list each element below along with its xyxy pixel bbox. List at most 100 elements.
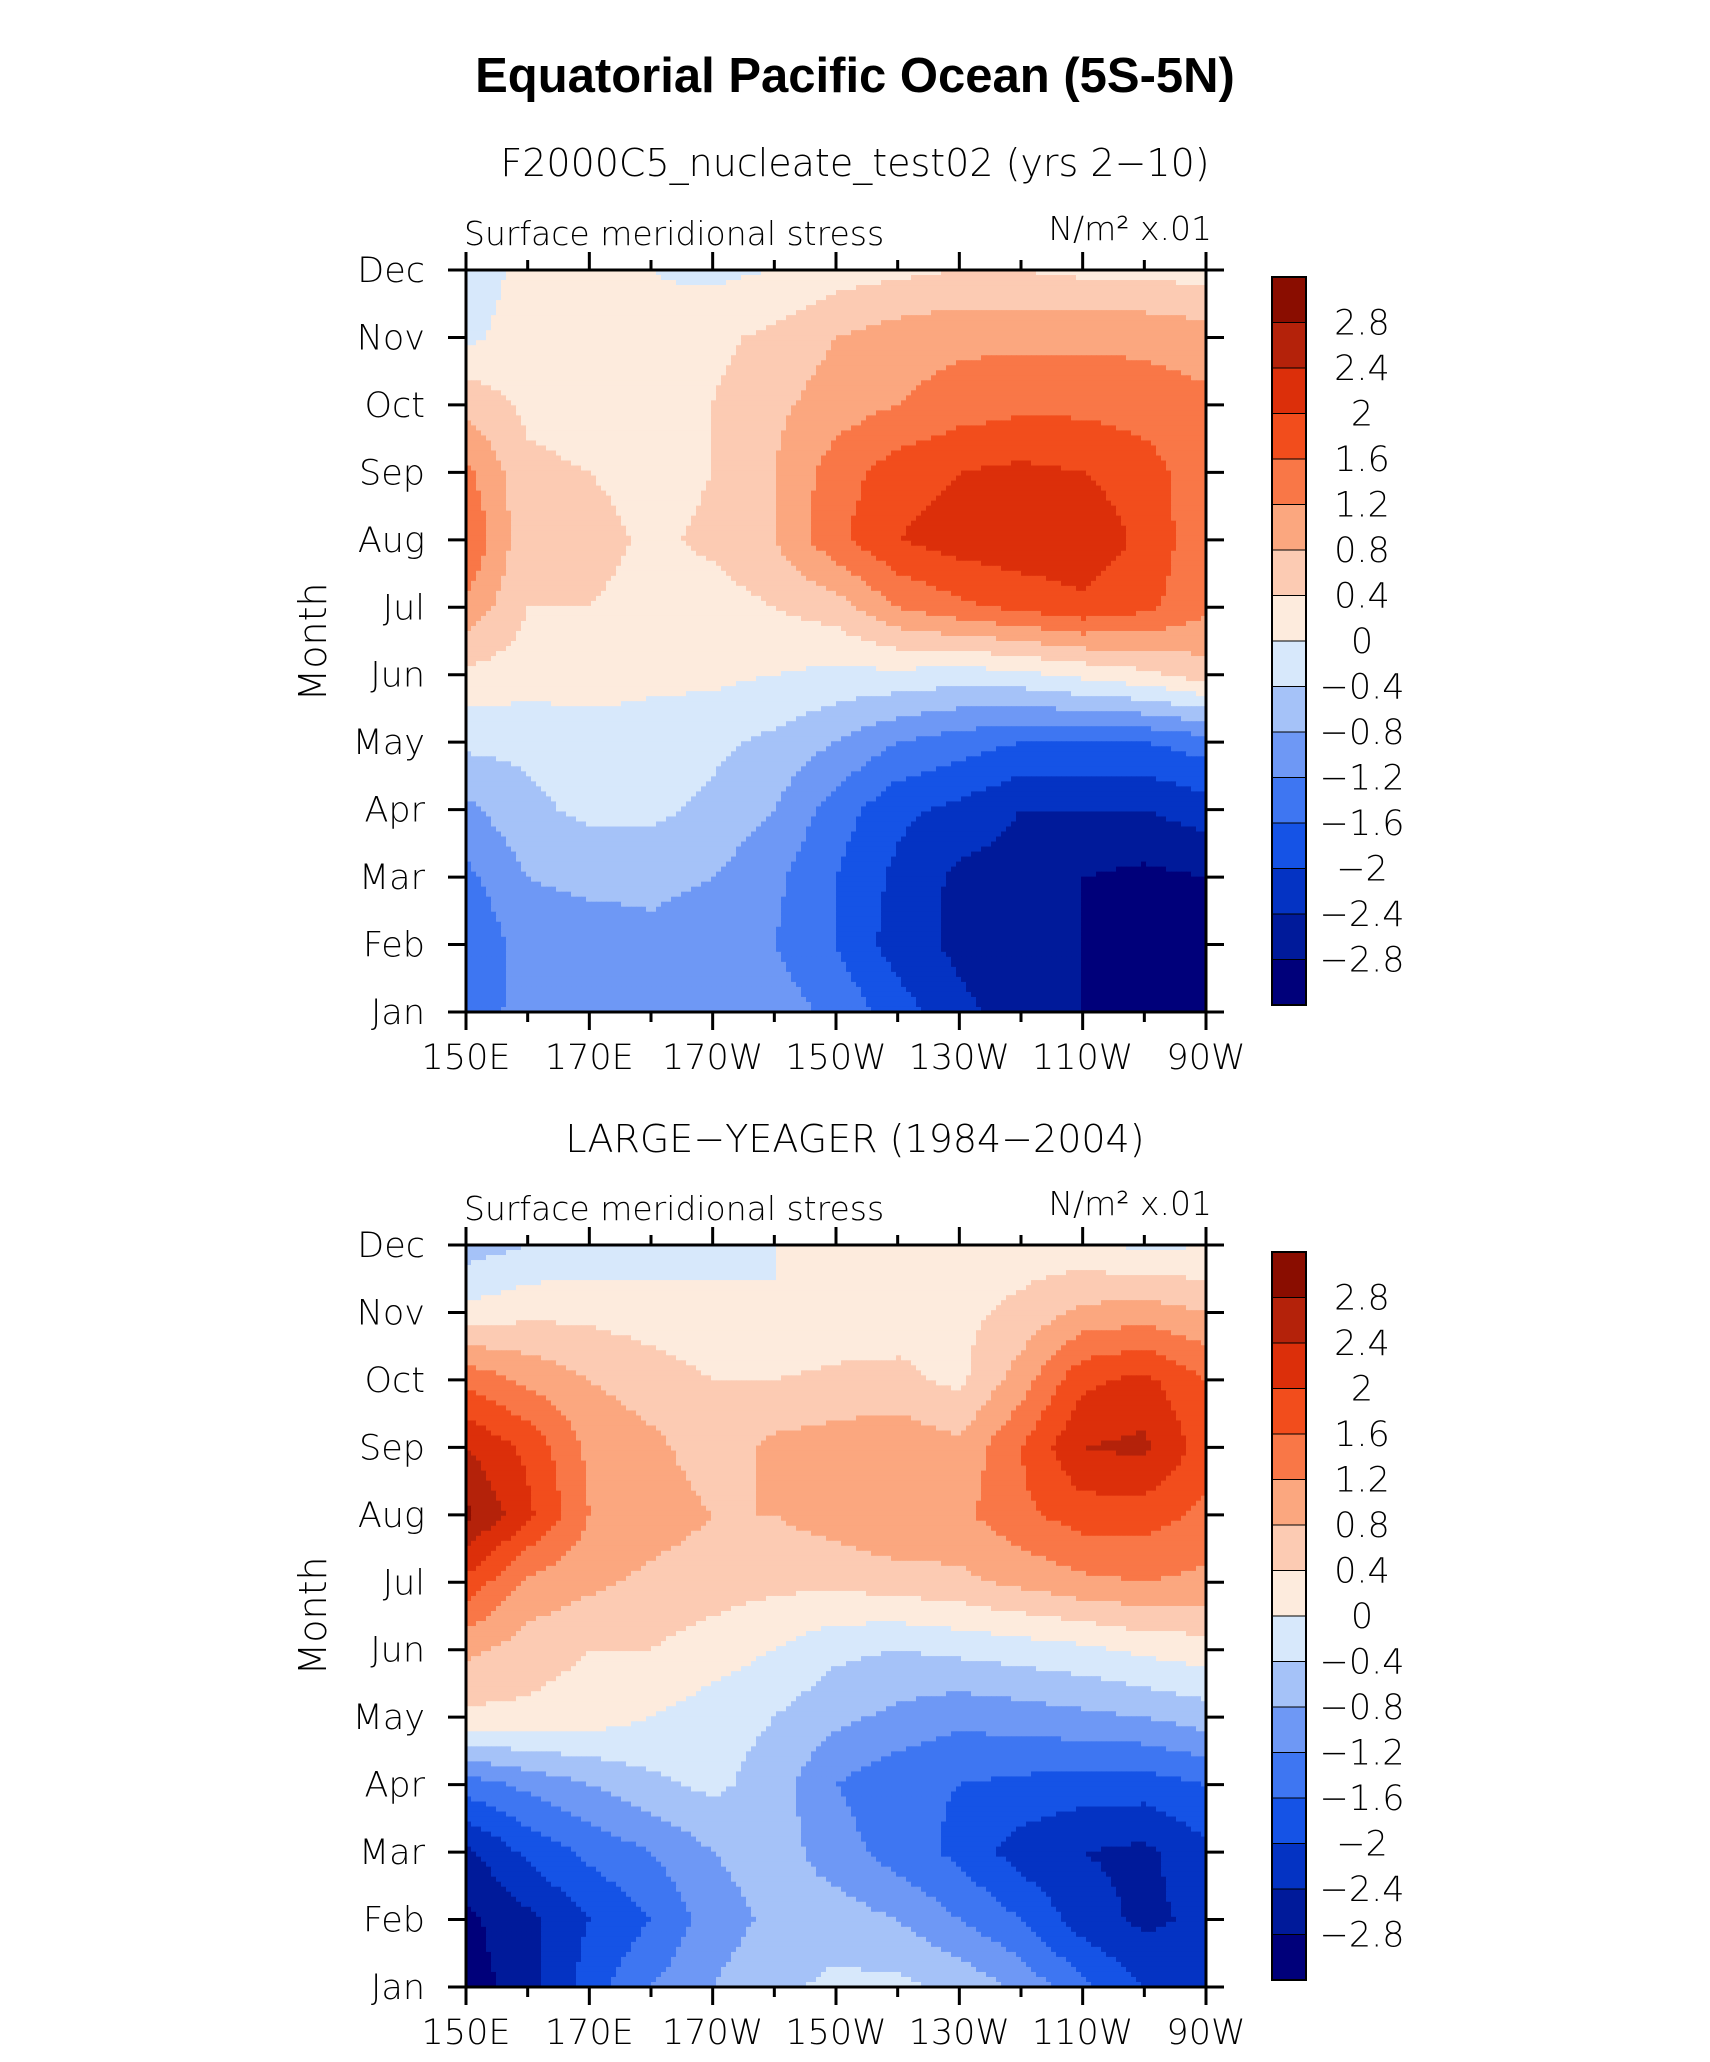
contour-cell bbox=[921, 400, 927, 406]
contour-cell bbox=[731, 300, 737, 306]
contour-cell bbox=[1151, 335, 1157, 341]
contour-cell bbox=[1066, 405, 1072, 411]
units-label: N/m² x.01 bbox=[1048, 209, 1212, 248]
contour-cell bbox=[531, 300, 537, 306]
contour-cell bbox=[636, 320, 642, 326]
contour-cell bbox=[871, 290, 877, 296]
contour-cell bbox=[591, 420, 597, 426]
contour-cell bbox=[711, 300, 717, 306]
contour-cell bbox=[516, 285, 522, 291]
contour-cell bbox=[696, 400, 702, 406]
contour-cell bbox=[886, 395, 892, 401]
contour-cell bbox=[1091, 305, 1097, 311]
contour-cell bbox=[696, 285, 702, 291]
contour-cell bbox=[1091, 415, 1097, 421]
contour-cell bbox=[806, 275, 812, 281]
contour-cell bbox=[881, 365, 887, 371]
contour-cell bbox=[1111, 310, 1117, 316]
contour-cell bbox=[1106, 340, 1112, 346]
contour-field bbox=[466, 270, 1207, 1013]
contour-cell bbox=[1166, 385, 1172, 391]
contour-cell bbox=[1011, 295, 1017, 301]
contour-cell bbox=[651, 330, 657, 336]
contour-cell bbox=[821, 385, 827, 391]
contour-cell bbox=[1091, 325, 1097, 331]
contour-cell bbox=[831, 355, 837, 361]
contour-cell bbox=[846, 365, 852, 371]
contour-cell bbox=[551, 305, 557, 311]
contour-cell bbox=[636, 400, 642, 406]
contour-cell bbox=[846, 315, 852, 321]
contour-cell bbox=[836, 340, 842, 346]
contour-cell bbox=[911, 340, 917, 346]
contour-cell bbox=[1021, 390, 1027, 396]
contour-cell bbox=[996, 325, 1002, 331]
contour-cell bbox=[846, 345, 852, 351]
contour-cell bbox=[886, 410, 892, 416]
contour-cell bbox=[781, 410, 787, 416]
contour-cell bbox=[961, 355, 967, 361]
contour-cell bbox=[646, 370, 652, 376]
contour-cell bbox=[581, 385, 587, 391]
contour-cell bbox=[511, 350, 517, 356]
contour-cell bbox=[651, 345, 657, 351]
contour-cell bbox=[886, 355, 892, 361]
contour-cell bbox=[926, 410, 932, 416]
contour-cell bbox=[1071, 350, 1077, 356]
contour-cell bbox=[846, 420, 852, 426]
contour-cell bbox=[571, 385, 577, 391]
contour-cell bbox=[886, 295, 892, 301]
contour-cell bbox=[471, 330, 477, 336]
contour-cell bbox=[566, 335, 572, 341]
contour-cell bbox=[1081, 295, 1087, 301]
contour-cell bbox=[1096, 305, 1102, 311]
contour-cell bbox=[556, 355, 562, 361]
contour-cell bbox=[826, 350, 832, 356]
contour-cell bbox=[1181, 325, 1187, 331]
contour-cell bbox=[496, 380, 502, 386]
contour-cell bbox=[986, 410, 992, 416]
contour-cell bbox=[1056, 410, 1062, 416]
contour-cell bbox=[1196, 350, 1202, 356]
contour-cell bbox=[701, 385, 707, 391]
contour-cell bbox=[651, 305, 657, 311]
contour-cell bbox=[881, 320, 887, 326]
contour-cell bbox=[741, 380, 747, 386]
contour-cell bbox=[601, 285, 607, 291]
contour-cell bbox=[786, 330, 792, 336]
contour-cell bbox=[1036, 285, 1042, 291]
contour-cell bbox=[921, 300, 927, 306]
contour-cell bbox=[971, 340, 977, 346]
contour-cell bbox=[866, 350, 872, 356]
contour-cell bbox=[756, 320, 762, 326]
contour-cell bbox=[961, 375, 967, 381]
contour-cell bbox=[481, 320, 487, 326]
contour-cell bbox=[881, 280, 887, 286]
contour-cell bbox=[916, 415, 922, 421]
contour-cell bbox=[801, 335, 807, 341]
contour-cell bbox=[981, 290, 987, 296]
contour-cell bbox=[931, 310, 937, 316]
contour-cell bbox=[661, 385, 667, 391]
contour-cell bbox=[956, 300, 962, 306]
contour-cell bbox=[776, 320, 782, 326]
contour-cell bbox=[626, 310, 632, 316]
contour-cell bbox=[971, 305, 977, 311]
contour-cell bbox=[476, 370, 482, 376]
contour-cell bbox=[901, 285, 907, 291]
contour-cell bbox=[851, 355, 857, 361]
contour-cell bbox=[1161, 345, 1167, 351]
contour-cell bbox=[471, 345, 477, 351]
contour-cell bbox=[496, 410, 502, 416]
contour-cell bbox=[836, 395, 842, 401]
contour-cell bbox=[606, 385, 612, 391]
contour-cell bbox=[1116, 365, 1122, 371]
contour-cell bbox=[801, 390, 807, 396]
contour-cell bbox=[581, 335, 587, 341]
contour-cell bbox=[566, 295, 572, 301]
contour-cell bbox=[801, 330, 807, 336]
contour-cell bbox=[621, 290, 627, 296]
contour-cell bbox=[716, 395, 722, 401]
contour-cell bbox=[536, 400, 542, 406]
contour-cell bbox=[721, 360, 727, 366]
